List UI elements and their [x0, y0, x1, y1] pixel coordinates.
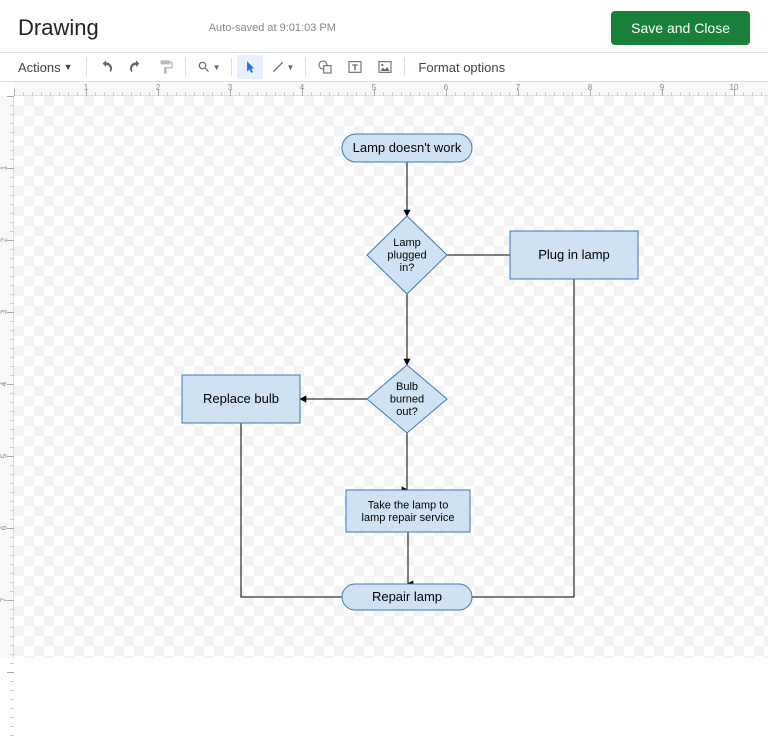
node-label: Plug in lamp: [538, 247, 610, 262]
ruler-horizontal: 12345678910: [14, 82, 768, 96]
node-burned[interactable]: Bulbburnedout?: [367, 365, 447, 433]
header: Drawing Auto-saved at 9:01:03 PM Save an…: [0, 0, 768, 52]
toolbar: Actions▼ ▼ ▼ Format options: [0, 53, 768, 81]
node-label: Lamp: [393, 237, 421, 249]
page-title: Drawing: [18, 15, 99, 41]
flowchart-svg: Lamp doesn't work Lamppluggedin? Plug in l…: [14, 96, 768, 658]
node-label: in?: [400, 262, 415, 274]
node-label: plugged: [387, 250, 426, 262]
image-tool[interactable]: [371, 55, 399, 79]
node-label: out?: [396, 406, 417, 418]
paint-format-button[interactable]: [152, 55, 180, 79]
shape-tool[interactable]: [311, 55, 339, 79]
line-tool[interactable]: ▼: [265, 55, 300, 79]
node-plugin[interactable]: Plug in lamp: [510, 231, 638, 279]
edge-service-repair[interactable]: [407, 532, 408, 584]
nodes: Lamp doesn't work Lamppluggedin? Plug in l…: [182, 134, 638, 610]
autosave-status: Auto-saved at 9:01:03 PM: [209, 22, 336, 34]
edge-plugin-repair[interactable]: [472, 279, 574, 597]
canvas[interactable]: Lamp doesn't work Lamppluggedin? Plug in l…: [14, 96, 768, 658]
format-options-button[interactable]: Format options: [410, 55, 513, 79]
node-label: Lamp doesn't work: [353, 140, 462, 155]
redo-button[interactable]: [122, 55, 150, 79]
node-label: Take the lamp to: [368, 499, 449, 511]
node-replace[interactable]: Replace bulb: [182, 375, 300, 423]
undo-button[interactable]: [92, 55, 120, 79]
edge-burned-service[interactable]: [407, 433, 408, 490]
node-label: lamp repair service: [362, 512, 455, 524]
node-plugged[interactable]: Lamppluggedin?: [367, 216, 447, 294]
save-and-close-button[interactable]: Save and Close: [611, 11, 750, 45]
node-service[interactable]: Take the lamp tolamp repair service: [346, 490, 470, 532]
zoom-button[interactable]: ▼: [191, 55, 227, 79]
node-repair[interactable]: Repair lamp: [342, 584, 472, 610]
node-label: Bulb: [396, 381, 418, 393]
node-start[interactable]: Lamp doesn't work: [342, 134, 472, 162]
node-label: Repair lamp: [372, 589, 442, 604]
select-tool[interactable]: [237, 55, 263, 79]
actions-menu[interactable]: Actions▼: [10, 55, 81, 79]
ruler-vertical: 1234567: [0, 96, 14, 658]
node-label: burned: [390, 394, 424, 406]
textbox-tool[interactable]: [341, 55, 369, 79]
node-label: Replace bulb: [203, 391, 279, 406]
edge-replace-repair[interactable]: [241, 423, 342, 597]
